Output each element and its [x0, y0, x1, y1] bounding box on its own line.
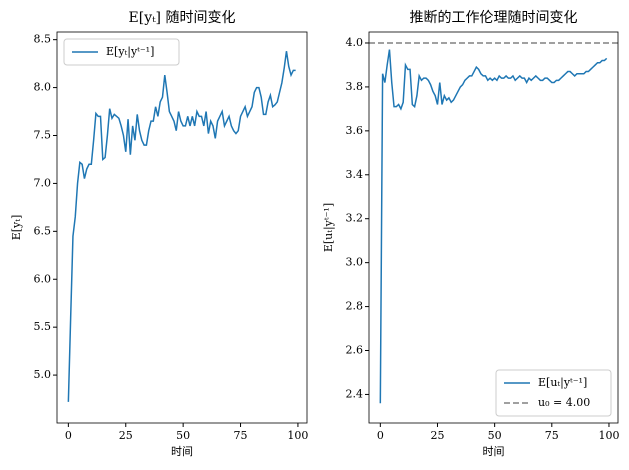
- x-tick-label: 75: [545, 429, 559, 442]
- y-tick-label: 6.0: [34, 272, 52, 285]
- y-tick-label: 7.5: [34, 129, 52, 142]
- y-tick-label: 3.4: [346, 168, 364, 181]
- y-axis-label: E[yₜ]: [10, 215, 23, 241]
- y-axis-label: E[uₜ|yᵗ⁻¹]: [322, 203, 336, 252]
- y-tick-label: 6.5: [34, 224, 52, 237]
- y-tick-label: 5.0: [34, 368, 52, 381]
- x-tick-label: 50: [176, 429, 190, 442]
- x-tick-label: 0: [65, 429, 72, 442]
- plot-frame: [368, 31, 619, 424]
- data-line: [379, 49, 608, 404]
- x-tick-label: 100: [287, 429, 308, 442]
- x-tick-label: 25: [119, 429, 133, 442]
- legend-box: [495, 369, 612, 417]
- legend-box: [63, 38, 180, 66]
- chart-title: 推断的工作伦理随时间变化: [410, 10, 578, 26]
- x-axis-label: 时间: [483, 445, 505, 458]
- x-tick-label: 0: [377, 429, 384, 442]
- data-line: [67, 51, 296, 402]
- legend-label: E[uₜ|yᵗ⁻¹]: [538, 376, 587, 390]
- y-tick-label: 7.0: [34, 176, 52, 189]
- y-tick-label: 2.6: [346, 344, 364, 357]
- x-tick-label: 25: [430, 429, 444, 442]
- y-tick-label: 3.2: [346, 212, 364, 225]
- plot-frame: [56, 31, 308, 424]
- legend-label: E[yₜ|yᵗ⁻¹]: [106, 45, 154, 59]
- x-tick-label: 50: [488, 429, 502, 442]
- chart-title: E[yₜ] 随时间变化: [129, 10, 236, 26]
- y-tick-label: 5.5: [34, 320, 52, 333]
- x-tick-label: 100: [598, 429, 619, 442]
- y-tick-label: 2.8: [346, 300, 364, 313]
- y-tick-label: 3.8: [346, 80, 364, 93]
- y-tick-label: 2.4: [346, 387, 364, 400]
- x-axis-label: 时间: [171, 445, 193, 458]
- x-tick-label: 75: [234, 429, 248, 442]
- legend: E[yₜ|yᵗ⁻¹]: [63, 38, 180, 66]
- y-tick-label: 8.5: [34, 33, 52, 46]
- y-tick-label: 3.0: [346, 256, 364, 269]
- y-tick-label: 4.0: [346, 36, 364, 49]
- y-tick-label: 3.6: [346, 124, 364, 137]
- legend: E[uₜ|yᵗ⁻¹] u₀ = 4.00: [495, 369, 612, 417]
- y-tick-label: 8.0: [34, 81, 52, 94]
- legend-label: u₀ = 4.00: [538, 396, 590, 409]
